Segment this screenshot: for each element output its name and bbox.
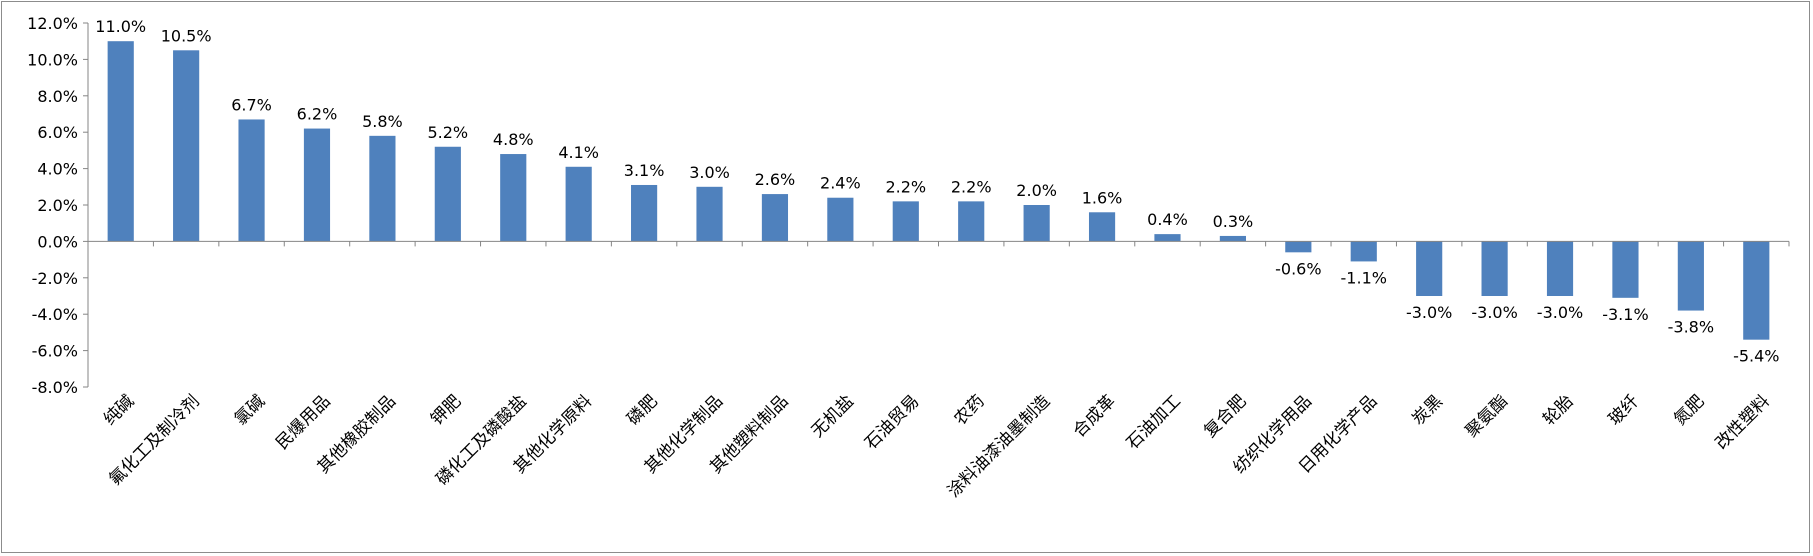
data-label: -3.0%: [1471, 303, 1517, 322]
data-label: -3.0%: [1406, 303, 1452, 322]
bar: [107, 41, 134, 242]
category-label: 纯碱: [100, 391, 138, 429]
category-label: 石油贸易: [861, 391, 923, 453]
data-label: 2.2%: [951, 177, 992, 196]
y-tick-label: -6.0%: [32, 342, 78, 361]
y-tick-label: 10.0%: [27, 50, 78, 69]
bar: [958, 201, 985, 242]
category-label: 复合肥: [1200, 391, 1250, 441]
y-tick-label: 2.0%: [37, 196, 78, 215]
data-label: -1.1%: [1341, 268, 1387, 287]
bar: [696, 186, 723, 242]
bar: [303, 128, 331, 242]
bar: [369, 135, 396, 242]
bar: [565, 166, 592, 242]
data-label: 4.8%: [493, 130, 534, 149]
bar: [1416, 241, 1443, 296]
bar: [500, 154, 527, 242]
bar: [1219, 235, 1246, 242]
data-label: -3.0%: [1537, 303, 1583, 322]
y-tick-label: 4.0%: [37, 160, 78, 179]
y-tick-label: 8.0%: [37, 87, 78, 106]
bar: [892, 201, 919, 242]
data-labels: 11.0% 10.5% 6.7% 6.2% 5.8% 5.2% 4.8% 4.1% 3.1% 3.…: [95, 17, 1779, 365]
data-label: 4.1%: [558, 143, 599, 162]
data-label: 1.6%: [1082, 188, 1123, 207]
bar: [1154, 234, 1181, 242]
data-label: 5.2%: [427, 123, 468, 142]
category-label: 民爆用品: [272, 391, 334, 453]
data-label: -3.8%: [1668, 318, 1714, 337]
data-label: 11.0%: [95, 17, 146, 36]
bar: [1088, 212, 1116, 242]
data-label: 0.4%: [1147, 210, 1188, 229]
data-label: 0.3%: [1213, 212, 1254, 231]
bar: [1677, 241, 1704, 311]
data-label: -0.6%: [1275, 259, 1321, 278]
category-label: 钾肥: [427, 391, 465, 429]
data-label: -3.1%: [1602, 305, 1648, 324]
category-label: 农药: [951, 391, 989, 429]
data-label: -5.4%: [1733, 347, 1779, 366]
category-label: 合成革: [1069, 391, 1119, 441]
data-label: 2.0%: [1016, 181, 1057, 200]
data-label: 6.2%: [297, 105, 338, 124]
bar: [1612, 241, 1639, 298]
bar: [1023, 205, 1050, 242]
bar: [827, 197, 854, 242]
bar: [1285, 241, 1312, 253]
bar: [173, 50, 200, 242]
y-tick-label: -4.0%: [32, 305, 78, 324]
data-label: 3.1%: [624, 161, 665, 180]
bar: [238, 119, 265, 242]
category-label: 玻纤: [1605, 391, 1643, 429]
y-tick-label: -8.0%: [32, 378, 78, 397]
data-label: 6.7%: [231, 95, 272, 114]
y-axis: 12.0% 10.0% 8.0% 6.0% 4.0% 2.0% 0.0% -2.0% -4.0%…: [27, 14, 89, 397]
x-axis: [87, 240, 1790, 247]
y-tick-label: 0.0%: [37, 232, 78, 251]
bars: [107, 41, 1770, 340]
category-label: 氮肥: [1670, 391, 1708, 429]
bar: [631, 184, 658, 242]
bar: [1481, 241, 1508, 296]
category-label: 改性塑料: [1712, 391, 1774, 453]
category-label: 石油加工: [1123, 391, 1185, 453]
category-label: 聚氨酯: [1462, 391, 1512, 441]
data-label: 3.0%: [689, 163, 730, 182]
category-label: 无机盐: [808, 391, 858, 441]
category-label: 氯碱: [231, 391, 269, 429]
category-label: 轮胎: [1539, 391, 1577, 429]
bar: [434, 146, 461, 242]
data-label: 2.6%: [755, 170, 796, 189]
bar: [1350, 241, 1377, 262]
category-label: 磷肥: [623, 391, 661, 429]
bar: [1743, 241, 1770, 340]
bar: [1546, 241, 1574, 296]
data-label: 10.5%: [161, 26, 212, 45]
data-label: 5.8%: [362, 112, 403, 131]
y-tick-label: -2.0%: [32, 269, 78, 288]
data-label: 2.4%: [820, 174, 861, 193]
bar: [761, 194, 789, 242]
y-tick-label: 6.0%: [37, 123, 78, 142]
data-label: 2.2%: [885, 177, 926, 196]
category-label: 炭黑: [1409, 391, 1447, 429]
y-tick-label: 12.0%: [27, 14, 78, 33]
